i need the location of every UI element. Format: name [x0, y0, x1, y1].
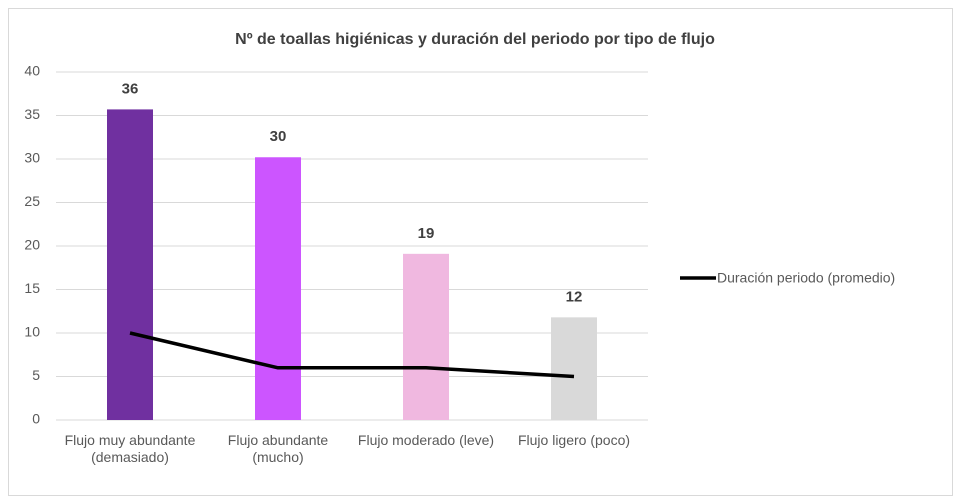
- x-tick-label: Flujo ligero (poco): [517, 432, 631, 448]
- line: [129, 331, 575, 379]
- bar: [403, 253, 449, 420]
- data-label: 30: [270, 128, 287, 145]
- x-tick-label: Flujo abundante (mucho): [227, 432, 329, 465]
- bar: [551, 317, 597, 420]
- y-tick-label: 10: [24, 324, 40, 340]
- legend-label: Duración periodo (promedio): [717, 270, 895, 286]
- y-tick-label: 5: [32, 367, 40, 383]
- data-label: 36: [122, 80, 139, 97]
- x-tick-label: Flujo moderado (leve): [357, 432, 495, 448]
- y-tick-label: 40: [24, 63, 40, 79]
- y-tick-label: 25: [24, 193, 40, 209]
- y-tick-label: 35: [24, 106, 40, 122]
- x-tick-label: Flujo muy abundante (demasiado): [64, 432, 196, 465]
- chart-border: [8, 8, 953, 496]
- y-tick-label: 30: [24, 150, 40, 166]
- bar: [255, 157, 301, 420]
- y-tick-label: 0: [32, 411, 40, 427]
- data-label: 19: [418, 225, 435, 242]
- y-tick-label: 15: [24, 280, 40, 296]
- chart-title: Nº de toallas higiénicas y duración del …: [235, 31, 715, 48]
- data-label: 12: [566, 288, 583, 305]
- y-tick-label: 20: [24, 237, 40, 253]
- bar: [107, 109, 153, 420]
